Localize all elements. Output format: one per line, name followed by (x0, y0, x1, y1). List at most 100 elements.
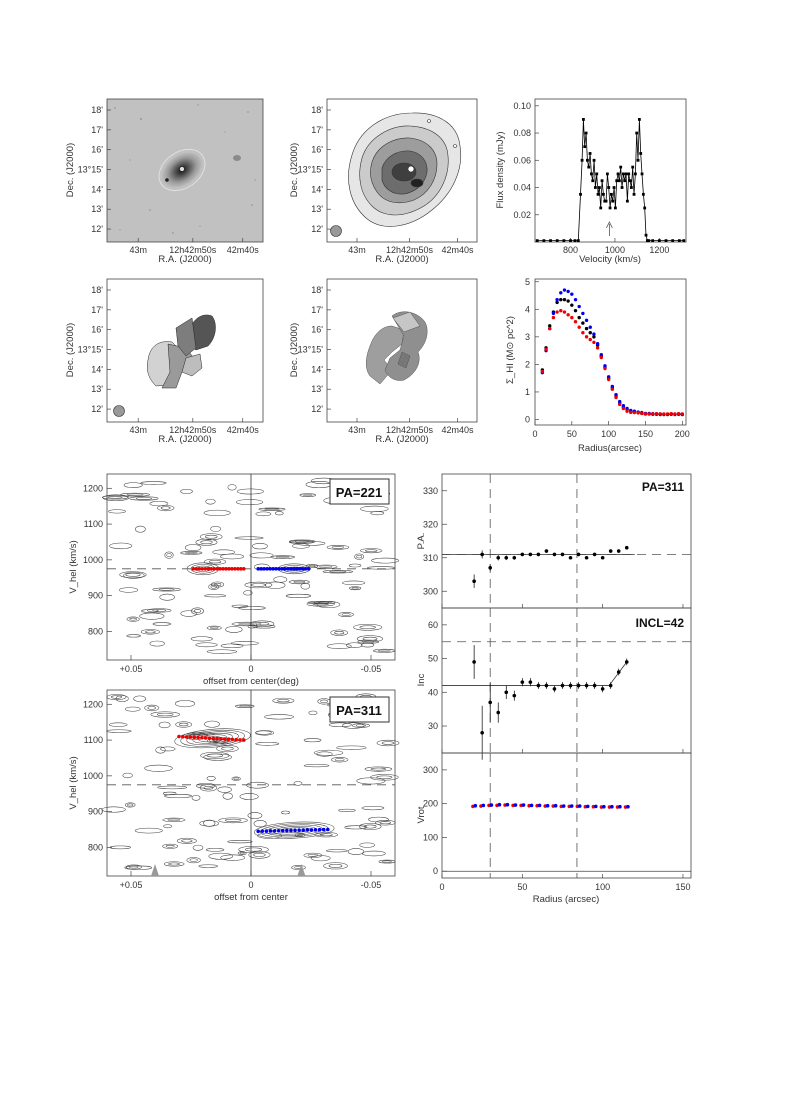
pv-noise-contour (180, 488, 193, 494)
profile-line (537, 119, 684, 241)
sky-ytick-label: 18' (91, 285, 103, 295)
inc-fit-line (442, 661, 628, 686)
vrot-point-series-1 (577, 804, 582, 808)
inc-point (592, 683, 597, 688)
profile-point (628, 179, 632, 183)
profile-point (641, 192, 645, 196)
pv-red-point (219, 737, 223, 741)
sd-point-series-1 (610, 384, 615, 389)
pv-emission-contour (253, 821, 335, 839)
pv-noise-contour (139, 612, 165, 620)
pa-point (528, 552, 533, 557)
panel-optical-image (106, 98, 264, 243)
sky-ytick-label: 13' (311, 204, 323, 214)
pv-noise-contour (255, 742, 280, 746)
pv-red-point (203, 736, 208, 740)
sd-point-series-1 (570, 292, 574, 296)
pv-noise-contour (361, 642, 375, 648)
pv-noise-contour (370, 774, 399, 781)
pv-noise-contour (361, 805, 385, 811)
pv-noise-contour (288, 579, 310, 585)
pv-noise-contour (163, 824, 173, 829)
pv-blue-point (317, 827, 322, 832)
pv-red-point (233, 566, 237, 571)
profile-point (620, 186, 624, 189)
sd-point-series-2 (559, 308, 563, 313)
sd-point-series-2 (643, 412, 648, 416)
pv-noise-contour (230, 641, 259, 646)
vrot-point-series-1 (585, 804, 590, 809)
pv-noise-contour (198, 864, 218, 868)
pv-noise-contour (250, 620, 275, 628)
pv-ytick-label: 800 (88, 842, 103, 852)
profile-ytick-label: 0.08 (513, 128, 531, 138)
pa-point (592, 552, 597, 557)
pv-noise-contour (115, 695, 129, 702)
pv-ytick-label: 1000 (83, 771, 103, 781)
pv-noise-contour (326, 643, 352, 649)
pv-red-point (222, 737, 227, 741)
pv-noise-contour (299, 493, 316, 497)
sd-point-series-2 (570, 315, 574, 320)
sd-point-series-2 (636, 411, 640, 415)
pv-noise-contour (273, 576, 288, 583)
sky-axes-1: 43m 12h42m50s 42m40s 18' 17' 16' 13°15' 14' 13' 1… (298, 105, 474, 255)
pv-noise-contour (195, 642, 218, 648)
pv-noise-contour-inner (264, 508, 280, 511)
pv-noise-contour (203, 753, 232, 761)
pv-noise-contour (322, 569, 354, 574)
sd-point-series-2 (544, 347, 548, 351)
pv-noise-contour (338, 808, 356, 812)
sd-point-series-2 (676, 412, 681, 416)
pv-blue-point (286, 566, 290, 571)
pv-emission-contour (180, 729, 245, 747)
sd-point-series-2 (647, 412, 651, 416)
pv-noise-contour (225, 626, 243, 633)
profile-ytick-label: 0.04 (513, 183, 531, 193)
sky-ytick-label: 13°15' (298, 165, 324, 175)
pv-blue-point (291, 566, 296, 571)
pv-marker-arrow (151, 864, 159, 876)
pv-noise-contour-inner (157, 712, 174, 717)
pv-noise-contour (376, 739, 400, 747)
pv-noise-contour (328, 722, 352, 728)
sd-point-series-2 (673, 412, 677, 416)
pv-noise-contour-inner (356, 554, 362, 559)
sky-ytick-label: 12' (311, 224, 323, 234)
sd-ytick-label: 5 (525, 277, 530, 287)
sd-point-series-1 (603, 364, 607, 368)
pv-noise-contour (119, 587, 139, 593)
pv-noise-contour (293, 781, 303, 786)
profile-point (639, 152, 643, 155)
pv-noise-contour-inner (221, 746, 234, 751)
sd-point-series-2 (540, 369, 545, 373)
pv-noise-contour (160, 746, 176, 752)
pv-red-point (242, 566, 246, 571)
sd-point-series-0 (559, 297, 563, 302)
vrot-point-series-1 (561, 804, 566, 808)
pv-noise-contour (331, 757, 349, 763)
pv1-pa-label: PA=221 (329, 478, 390, 505)
vrot-point-series-1 (481, 803, 486, 808)
pv-noise-contour (108, 722, 128, 727)
pv-red-point (226, 737, 231, 742)
pv-noise-contour (231, 776, 241, 781)
pv-noise-contour-inner (135, 497, 153, 500)
vrot-point-series-1 (618, 804, 622, 809)
pv-blue-point (297, 566, 302, 571)
pv-blue-point (259, 566, 263, 571)
pv-noise-contour (342, 722, 365, 729)
sky-ytick-label: 14' (311, 184, 323, 194)
profile-point (635, 131, 639, 135)
pa-point (600, 555, 605, 560)
pv-noise-contour (354, 553, 365, 560)
pv-noise-contour (243, 590, 253, 596)
pv-noise-contour (235, 704, 255, 708)
vrot-point-series-1 (529, 803, 534, 808)
profile-point (627, 172, 631, 176)
profile-point (586, 158, 589, 162)
pv-noise-contour (218, 817, 248, 824)
pv-noise-contour-inner (189, 858, 198, 862)
profile-point (594, 186, 597, 189)
pv-noise-contour (317, 698, 331, 705)
